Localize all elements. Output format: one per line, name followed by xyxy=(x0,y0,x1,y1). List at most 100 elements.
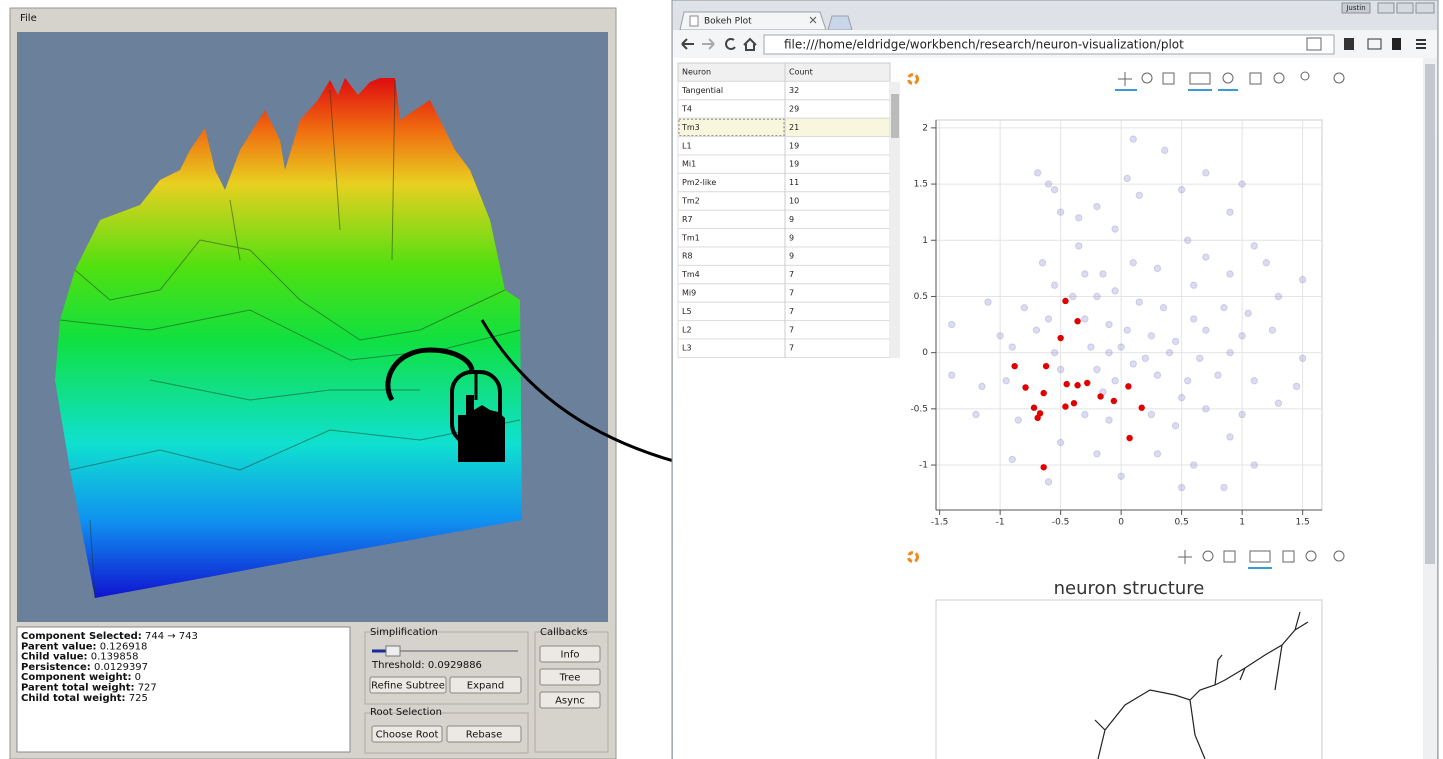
point[interactable] xyxy=(1166,349,1172,355)
point[interactable] xyxy=(1161,147,1167,153)
point[interactable] xyxy=(1003,378,1009,384)
point[interactable] xyxy=(1251,243,1257,249)
table-row[interactable] xyxy=(678,339,890,357)
point[interactable] xyxy=(1045,479,1051,485)
table-cell[interactable]: 9 xyxy=(789,252,794,261)
point[interactable] xyxy=(1076,243,1082,249)
point[interactable] xyxy=(1076,215,1082,221)
point[interactable] xyxy=(1239,411,1245,417)
point[interactable] xyxy=(1009,456,1015,462)
point[interactable] xyxy=(1191,316,1197,322)
url[interactable]: file:///home/eldridge/workbench/research… xyxy=(784,38,1184,52)
point[interactable] xyxy=(1215,372,1221,378)
point[interactable] xyxy=(1130,260,1136,266)
point[interactable] xyxy=(1106,321,1112,327)
maximize-button[interactable] xyxy=(1397,3,1413,13)
table-cell[interactable]: L2 xyxy=(682,325,692,334)
point[interactable] xyxy=(1203,406,1209,412)
point[interactable] xyxy=(1227,349,1233,355)
point[interactable] xyxy=(1197,355,1203,361)
point[interactable] xyxy=(1070,293,1076,299)
table-row[interactable] xyxy=(678,229,890,247)
button[interactable]: Async xyxy=(540,692,600,708)
table-cell[interactable]: L5 xyxy=(682,307,692,316)
point[interactable] xyxy=(1269,327,1275,333)
page-scroll-thumb[interactable] xyxy=(1425,64,1435,564)
point[interactable] xyxy=(1148,333,1154,339)
table-cell[interactable]: R7 xyxy=(682,215,693,224)
table-row[interactable] xyxy=(678,137,890,155)
point[interactable] xyxy=(1094,203,1100,209)
point[interactable] xyxy=(1184,237,1190,243)
point[interactable] xyxy=(1124,327,1130,333)
point[interactable] xyxy=(1043,363,1049,369)
table-cell[interactable]: Mi1 xyxy=(682,160,696,169)
point[interactable] xyxy=(979,383,985,389)
table-cell[interactable]: 7 xyxy=(789,307,794,316)
point[interactable] xyxy=(1051,186,1057,192)
point[interactable] xyxy=(1094,451,1100,457)
table-row[interactable] xyxy=(678,192,890,210)
point[interactable] xyxy=(1097,393,1103,399)
point[interactable] xyxy=(1275,293,1281,299)
point[interactable] xyxy=(1118,473,1124,479)
button[interactable]: Rebase xyxy=(447,726,521,742)
point[interactable] xyxy=(1057,209,1063,215)
point[interactable] xyxy=(1045,181,1051,187)
point[interactable] xyxy=(1178,484,1184,490)
point[interactable] xyxy=(1125,383,1131,389)
table-cell[interactable]: Tm1 xyxy=(681,233,700,242)
point[interactable] xyxy=(1094,293,1100,299)
point[interactable] xyxy=(1106,417,1112,423)
table-cell[interactable]: 9 xyxy=(789,215,794,224)
point[interactable] xyxy=(1118,344,1124,350)
point[interactable] xyxy=(1111,398,1117,404)
point[interactable] xyxy=(1239,333,1245,339)
table-cell[interactable]: 7 xyxy=(789,270,794,279)
point[interactable] xyxy=(1245,310,1251,316)
point[interactable] xyxy=(1299,355,1305,361)
point[interactable] xyxy=(1227,434,1233,440)
table-cell[interactable]: Tm3 xyxy=(681,123,700,132)
point[interactable] xyxy=(1112,378,1118,384)
minimize-button[interactable] xyxy=(1378,3,1394,13)
table-cell[interactable]: R8 xyxy=(682,252,693,261)
point[interactable] xyxy=(1227,209,1233,215)
button[interactable]: Choose Root xyxy=(372,726,442,742)
point[interactable] xyxy=(1062,298,1068,304)
point[interactable] xyxy=(1221,304,1227,310)
point[interactable] xyxy=(1299,276,1305,282)
point[interactable] xyxy=(1203,327,1209,333)
point[interactable] xyxy=(1009,344,1015,350)
new-tab[interactable] xyxy=(828,16,852,30)
ext-icon-1[interactable] xyxy=(1344,38,1354,50)
point[interactable] xyxy=(1172,338,1178,344)
point[interactable] xyxy=(1191,282,1197,288)
button[interactable]: Expand xyxy=(450,677,521,693)
table-scroll-thumb[interactable] xyxy=(891,94,899,138)
point[interactable] xyxy=(1130,361,1136,367)
table-cell[interactable]: 7 xyxy=(789,325,794,334)
table-cell[interactable]: L1 xyxy=(682,141,692,150)
point[interactable] xyxy=(1045,316,1051,322)
point[interactable] xyxy=(1021,304,1027,310)
slider-handle[interactable] xyxy=(386,646,400,656)
point[interactable] xyxy=(1293,383,1299,389)
point[interactable] xyxy=(1034,415,1040,421)
table-row[interactable] xyxy=(678,210,890,228)
close-button[interactable] xyxy=(1416,3,1434,13)
point[interactable] xyxy=(1126,435,1132,441)
table-cell[interactable]: 9 xyxy=(789,233,794,242)
point[interactable] xyxy=(1094,366,1100,372)
table-row[interactable] xyxy=(678,247,890,265)
point[interactable] xyxy=(1191,462,1197,468)
table-row[interactable] xyxy=(678,302,890,320)
point[interactable] xyxy=(1057,439,1063,445)
table-cell[interactable]: 10 xyxy=(789,197,799,206)
point[interactable] xyxy=(1130,136,1136,142)
point[interactable] xyxy=(1142,355,1148,361)
point[interactable] xyxy=(1015,417,1021,423)
table-cell[interactable]: 19 xyxy=(789,141,799,150)
point[interactable] xyxy=(973,411,979,417)
button-label[interactable]: Choose Root xyxy=(376,730,439,741)
